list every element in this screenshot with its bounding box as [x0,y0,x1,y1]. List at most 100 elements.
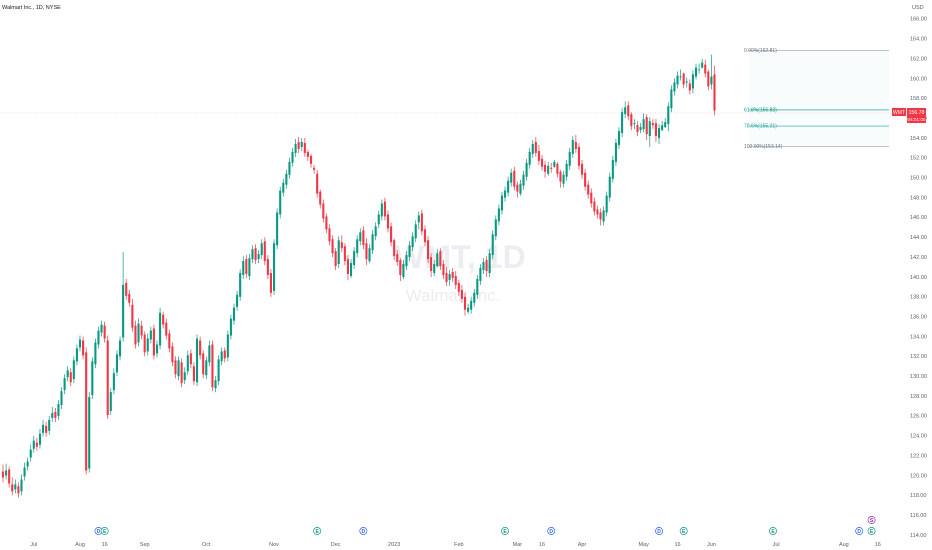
candle [639,123,642,134]
candle-body [140,325,143,336]
candle [266,255,269,279]
candle [248,254,251,280]
event-marker-split[interactable]: S [867,516,876,524]
candle [300,138,303,151]
candle-body [553,161,556,167]
candle [377,210,380,229]
candle-body [94,342,97,365]
y-tick-label: 118.00 [910,493,926,499]
fib-level-label: 100.00%(153.14) [744,144,783,150]
candle-body [420,213,423,232]
candle [306,149,309,161]
candle-body [445,273,448,282]
candle [51,406,54,422]
candle-body [272,243,276,291]
y-tick-label: 126.00 [910,414,927,420]
candle [513,166,516,191]
candle-body [568,151,571,166]
event-marker-earnings[interactable]: E [679,527,688,535]
x-tick-label: 2023 [388,542,400,548]
event-marker-dividend[interactable]: D [359,527,368,535]
candle-body [605,195,608,213]
candle [143,331,146,357]
candle [189,349,192,369]
candle [174,356,177,379]
candle-body [691,74,694,89]
candle [568,147,571,170]
event-marker-dividend[interactable]: D [547,527,556,535]
candle-body [540,158,544,167]
candle [611,155,614,183]
candle-body [35,442,38,447]
candle [337,236,340,269]
event-marker-earnings[interactable]: E [501,527,509,535]
candle [254,244,257,265]
candle [617,127,621,149]
candle-body [325,216,328,230]
candle [556,161,559,178]
event-marker-earnings[interactable]: E [867,527,876,535]
price-tag-value-box [907,108,926,123]
candle [343,243,346,266]
candle-body [279,190,282,215]
candle-body [266,259,269,275]
candle-body [199,340,202,356]
candle [109,388,112,415]
candle [239,269,242,301]
candle-body [500,195,504,211]
candle-body [451,272,454,278]
candle-body [423,229,427,243]
candle-body [528,151,531,165]
candle-body [226,334,229,358]
candle [297,137,300,153]
candle-body [710,76,713,85]
candle-body [195,338,199,383]
candle-body [189,353,192,365]
price-tag-symbol-box [892,108,906,116]
y-tick-label: 142.00 [910,255,927,261]
candle [54,407,57,422]
candle [562,170,565,188]
candle [319,189,322,209]
watermark-name: Walmart Inc. [406,286,501,305]
event-marker-earnings[interactable]: E [313,527,322,535]
candle [140,320,143,340]
price-axis[interactable]: 114.00 116.00 118.00 120.00 122.00 124.00 126.… [910,17,927,539]
candle-body [205,360,208,376]
candle-body [78,339,82,348]
candle-body [617,131,621,145]
fibonacci-retracement[interactable]: 0.00%(162.81) 61.8%(156.83) 78.6%(155.21) 1… [744,48,889,150]
candle-body [602,210,605,222]
event-marker-dividend[interactable]: D [855,527,864,535]
candle-body [177,360,180,377]
candle [214,376,217,393]
candle [473,288,476,307]
candle-body [66,370,69,378]
candle-body [41,424,45,433]
candle [242,256,245,279]
candle [707,69,710,91]
event-marker-earnings[interactable]: E [100,527,109,535]
candle [439,248,442,271]
candle-body [260,243,263,256]
candle [482,258,485,274]
candle-body [232,307,236,321]
event-marker-dividend[interactable]: D [655,527,663,535]
candle [621,108,624,138]
candle [303,138,306,157]
candle [417,211,420,230]
candle [445,267,448,286]
candle-body [516,184,519,192]
event-marker-letter: S [870,518,874,524]
event-marker-earnings[interactable]: E [769,527,777,535]
event-marker-letter: E [771,529,775,535]
candle [383,197,386,221]
candle-body [306,151,309,157]
candle-body [380,203,383,217]
y-tick-label: 154.00 [910,136,927,142]
time-axis[interactable]: Jul Aug 16 Sep Oct Nov Dec 2023 Feb Mar 16 Apr May 16… [30,542,880,548]
candle-body [103,325,106,339]
candle [137,318,140,347]
candle-body [115,354,119,373]
